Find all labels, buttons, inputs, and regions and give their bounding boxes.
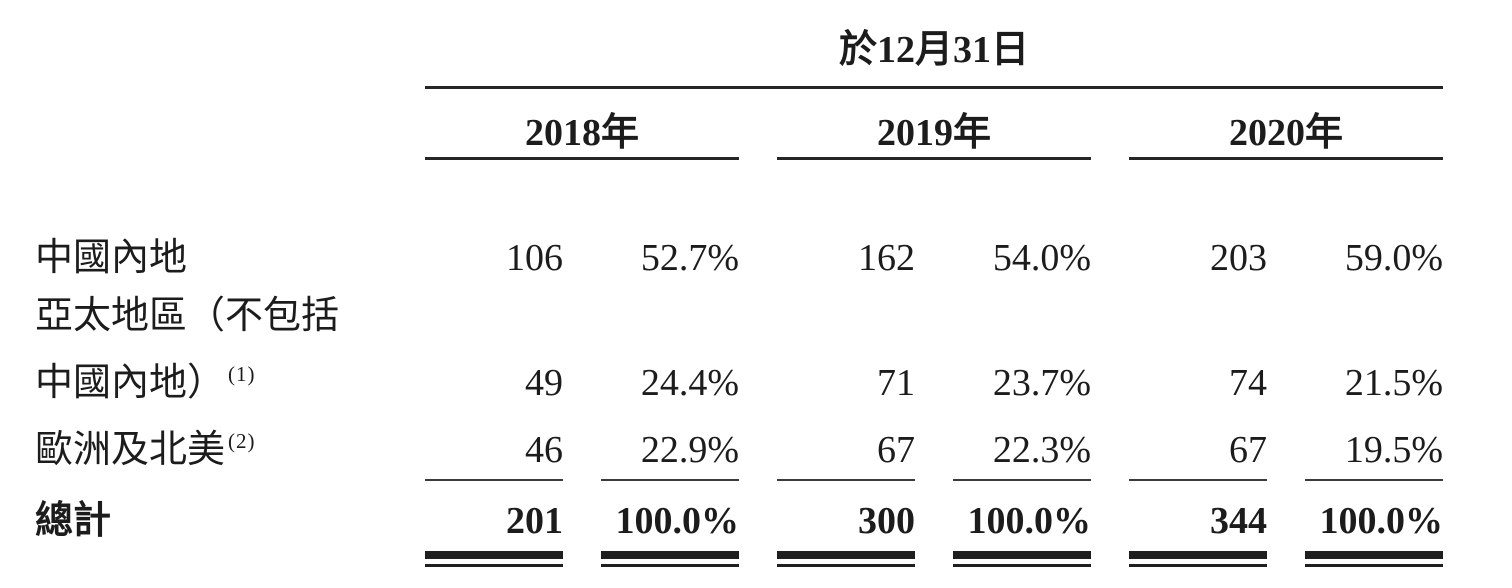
row-label-mainland-china: 中國內地 (35, 237, 188, 279)
regional-breakdown-table: 於12月31日 2018年 2019年 2020年 中國內地 106 52.7%… (35, 0, 1447, 567)
value-2019-count: 67 (877, 429, 915, 471)
year-header-2018: 2018年 (425, 111, 739, 160)
value-2019-pct: 54.0% (992, 237, 1091, 279)
double-rule (425, 551, 563, 567)
value-2020-pct: 21.5% (1344, 362, 1443, 404)
total-2018-pct: 100.0% (615, 500, 740, 542)
value-2019-count: 71 (877, 362, 915, 404)
double-rule (1129, 551, 1267, 567)
rule-line (777, 479, 915, 481)
date-header-row: 於12月31日 (35, 28, 1447, 89)
value-2018-count: 106 (506, 237, 563, 279)
date-header: 於12月31日 (425, 28, 1443, 89)
year-header-2020: 2020年 (1129, 111, 1443, 160)
double-rule (777, 551, 915, 567)
value-2018-pct: 24.4% (640, 362, 739, 404)
double-rule (601, 551, 739, 567)
row-label-apac-line1: 亞太地區（不包括 (35, 295, 340, 337)
value-2020-count: 74 (1229, 362, 1267, 404)
rule-line (953, 479, 1091, 481)
table-row: 中國內地） (1) 49 24.4% 71 23.7% 74 21.5% (35, 345, 1447, 412)
value-2018-pct: 52.7% (640, 237, 739, 279)
double-rule (1305, 551, 1443, 567)
double-rule (953, 551, 1091, 567)
row-label-apac-line2: 中國內地） (1) (35, 345, 387, 412)
value-2020-pct: 59.0% (1344, 237, 1443, 279)
rule-line (601, 479, 739, 481)
total-double-rule-row (35, 551, 1447, 567)
value-2020-pct: 19.5% (1344, 429, 1443, 471)
year-header-2019: 2019年 (777, 111, 1091, 160)
row-label-text: 中國內地） (35, 362, 226, 404)
subtotal-rule-row (35, 479, 1447, 481)
value-2020-count: 67 (1229, 429, 1267, 471)
value-2019-pct: 23.7% (992, 362, 1091, 404)
value-2019-count: 162 (858, 237, 915, 279)
rule-line (1305, 479, 1443, 481)
row-label-text: 歐洲及北美 (35, 429, 226, 471)
total-label: 總計 (35, 500, 112, 542)
table-row: 中國內地 106 52.7% 162 54.0% 203 59.0% (35, 229, 1447, 287)
footnote-marker-2: (2) (228, 429, 256, 453)
table-row: 亞太地區（不包括 (35, 287, 1447, 345)
footnote-marker-1: (1) (228, 362, 256, 386)
value-2019-pct: 22.3% (992, 429, 1091, 471)
total-row: 總計 201 100.0% 300 100.0% 344 100.0% (35, 496, 1447, 546)
value-2018-count: 49 (525, 362, 563, 404)
total-2019-count: 300 (858, 500, 915, 542)
value-2018-count: 46 (525, 429, 563, 471)
value-2020-count: 203 (1210, 237, 1267, 279)
value-2018-pct: 22.9% (640, 429, 739, 471)
year-header-row: 2018年 2019年 2020年 (35, 111, 1447, 160)
table-row: 歐洲及北美 (2) 46 22.9% 67 22.3% 67 19.5% (35, 412, 1447, 479)
rule-line (425, 479, 563, 481)
total-2020-pct: 100.0% (1319, 500, 1444, 542)
rule-line (1129, 479, 1267, 481)
total-2020-count: 344 (1210, 500, 1267, 542)
row-label-europe-north-america: 歐洲及北美 (2) (35, 412, 387, 479)
total-2018-count: 201 (506, 500, 563, 542)
total-2019-pct: 100.0% (967, 500, 1092, 542)
